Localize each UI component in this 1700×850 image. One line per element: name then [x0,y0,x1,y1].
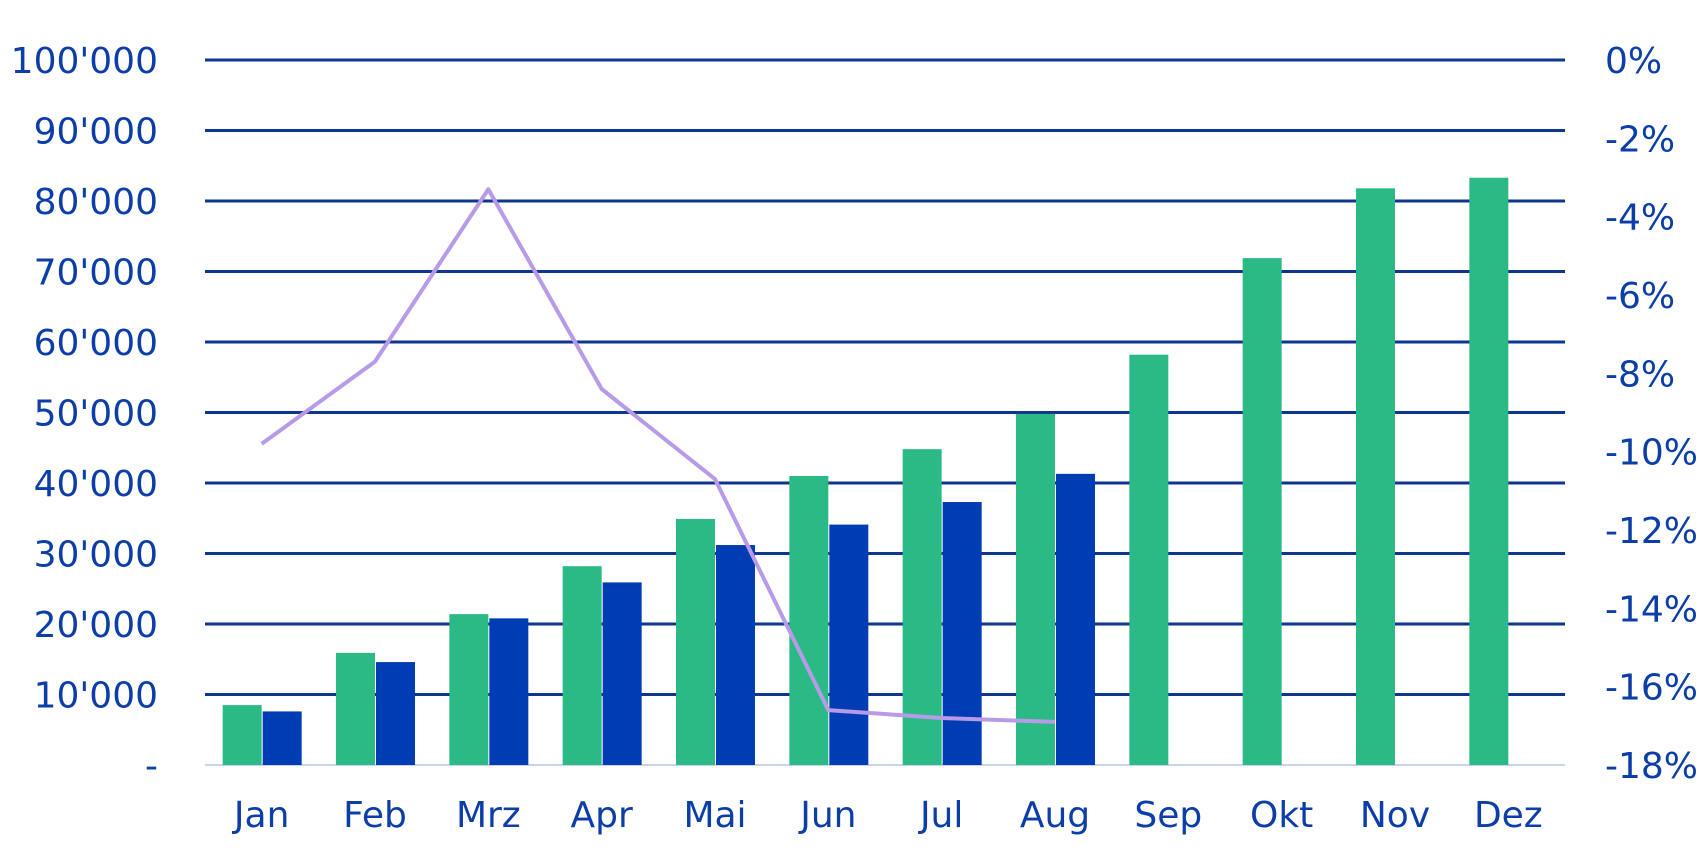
bar-series-1 [1242,258,1282,765]
left-axis-tick-label: 30'000 [34,535,158,576]
right-axis-tick-labels: -18% -16% -14% -12% -10% -8% -6% -4% -2% 0% [1605,41,1698,787]
bar-series-1 [676,518,715,765]
x-axis-tick-label: Jun [798,795,856,836]
bar-series-1 [562,566,602,765]
bar-series-1 [902,449,942,765]
bar-series-1 [1016,413,1055,765]
left-axis-tick-label: 50'000 [34,394,158,435]
x-axis-tick-label: Jul [918,795,963,836]
x-axis-tick-label: Feb [343,795,407,836]
right-axis-tick-label: 0% [1605,41,1662,82]
bar-series-1 [222,705,262,765]
bar-series-2 [1056,473,1095,765]
bar-series-1 [336,652,375,765]
left-axis-tick-label: 20'000 [34,605,158,646]
bar-series-2 [262,711,302,765]
bar-series-1 [449,614,489,765]
bar-series-1 [1129,354,1169,765]
x-axis-tick-label: Apr [571,795,633,836]
right-axis-tick-label: -2% [1605,119,1675,160]
x-axis-tick-labels: Jan Feb Mrz Apr Mai Jun Jul Aug Sep Okt Nov Dez [232,795,1543,836]
bar-series-2 [376,662,415,765]
bar-series-2 [602,582,642,765]
x-axis-tick-label: Okt [1250,795,1313,836]
right-axis-tick-label: -12% [1605,511,1698,552]
x-axis-tick-label: Aug [1020,795,1090,836]
right-axis-tick-label: -10% [1605,433,1698,474]
left-axis-tick-label: - [145,746,158,787]
left-axis-tick-labels: - 10'000 20'000 30'000 40'000 50'000 60'000 70'… [11,41,158,787]
x-axis-tick-label: Jan [232,795,290,836]
left-axis-tick-label: 100'000 [11,41,158,82]
left-axis-tick-label: 80'000 [34,182,158,223]
x-axis-tick-label: Dez [1474,795,1543,836]
x-axis-tick-label: Sep [1134,795,1202,836]
x-axis-tick-label: Mai [683,795,746,836]
trend-line [260,187,1056,724]
x-axis-tick-label: Nov [1360,795,1430,836]
gridlines [205,58,1565,766]
bar-series-1 [1356,188,1395,765]
left-axis-tick-label: 40'000 [34,464,158,505]
bars [222,177,1509,766]
trend-line-layer [260,187,1056,724]
left-axis-tick-label: 90'000 [34,112,158,153]
bar-series-1 [1469,177,1509,766]
bar-series-2 [489,618,529,765]
bar-series-2 [716,545,755,765]
x-axis-tick-label: Mrz [456,795,521,836]
right-axis-tick-label: -6% [1605,276,1675,317]
right-axis-tick-label: -4% [1605,198,1675,239]
bar-series-2 [942,502,982,765]
bar-series-2 [829,524,869,765]
left-axis-tick-label: 10'000 [34,676,158,717]
bar-series-1 [789,475,829,765]
right-axis-tick-label: -8% [1605,354,1675,395]
right-axis-tick-label: -18% [1605,746,1698,787]
right-axis-tick-label: -16% [1605,668,1698,709]
left-axis-tick-label: 60'000 [34,323,158,364]
left-axis-tick-label: 70'000 [34,253,158,294]
right-axis-tick-label: -14% [1605,589,1698,630]
